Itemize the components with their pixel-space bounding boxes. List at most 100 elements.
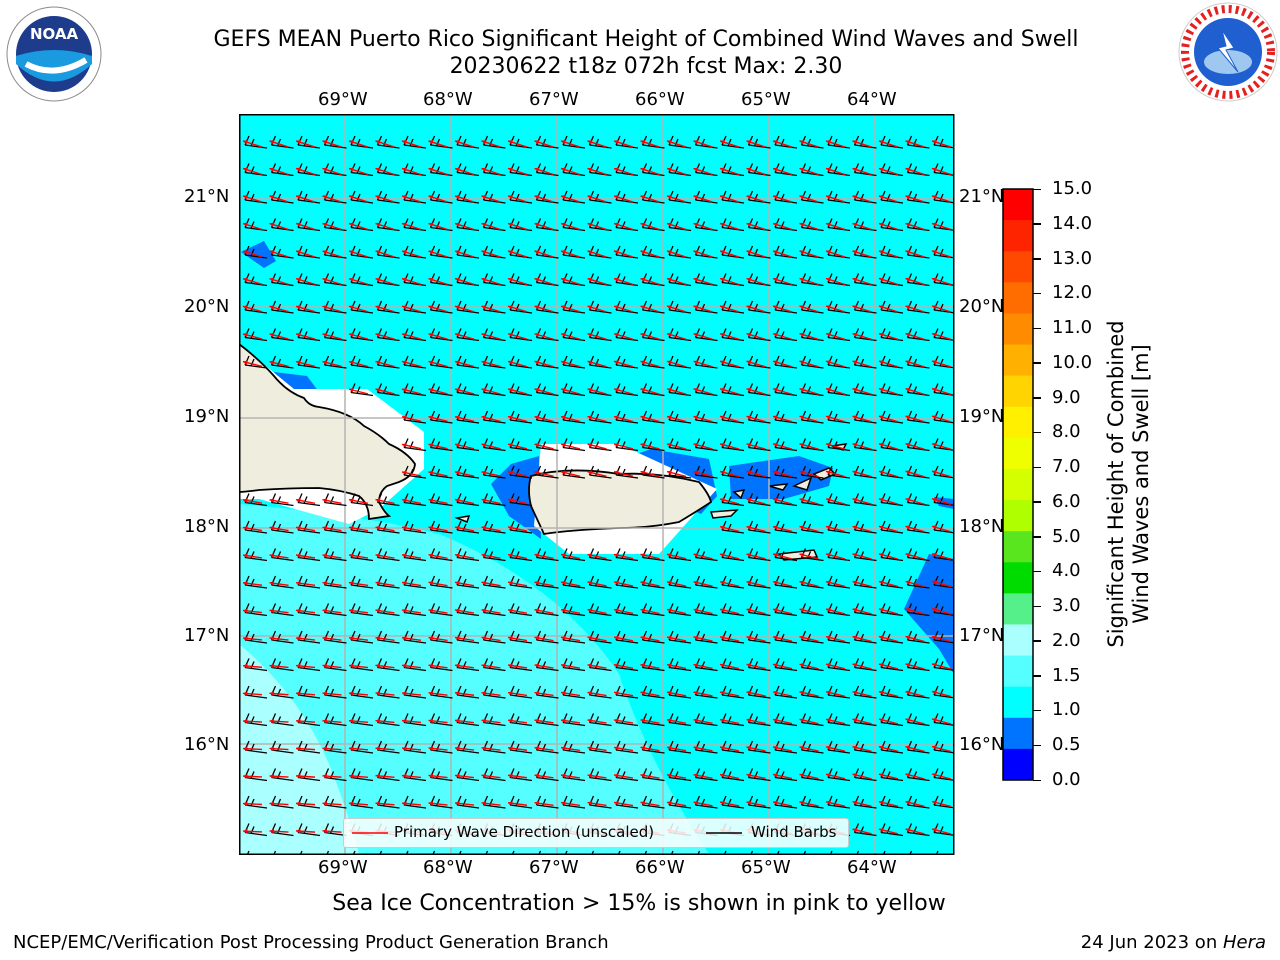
vector-glyph — [693, 603, 718, 617]
vector-glyph — [693, 548, 718, 562]
vector-glyph — [693, 685, 718, 699]
vector-glyph — [507, 300, 533, 314]
vector-glyph — [772, 135, 798, 149]
lat-label-right: 17°N — [959, 625, 1005, 646]
vector-glyph — [454, 465, 480, 479]
vector-glyph — [534, 190, 559, 204]
vector-glyph — [852, 575, 877, 589]
vector-glyph — [587, 218, 612, 232]
vector-glyph — [564, 850, 572, 854]
vector-glyph — [322, 795, 347, 809]
vector-glyph — [772, 658, 798, 672]
vector-glyph — [534, 548, 559, 562]
vector-glyph — [428, 795, 453, 809]
colorbar-segment — [1003, 562, 1033, 594]
vector-glyph — [348, 383, 374, 397]
vector-glyph — [852, 493, 877, 507]
vector-glyph — [613, 548, 639, 562]
vector-glyph — [428, 135, 453, 149]
vector-glyph — [666, 768, 692, 782]
footer-date: 24 Jun 2023 on Hera — [1081, 933, 1266, 953]
colorbar-tick-mark — [1033, 605, 1041, 608]
vector-glyph — [507, 685, 533, 699]
vector-glyph — [481, 685, 506, 699]
vector-glyph — [587, 795, 612, 809]
vector-glyph — [507, 245, 533, 259]
vector-glyph — [905, 465, 930, 479]
vector-glyph — [666, 163, 692, 177]
vector-glyph — [640, 218, 665, 232]
vector-glyph — [375, 383, 400, 397]
vector-glyph — [428, 740, 453, 754]
vector-glyph — [587, 135, 612, 149]
vector-glyph — [799, 768, 824, 782]
vector-glyph — [878, 410, 904, 424]
vector-glyph — [458, 850, 466, 854]
vector-glyph — [931, 520, 954, 534]
vector-glyph — [776, 850, 784, 854]
vector-glyph — [242, 575, 268, 589]
vector-glyph — [454, 163, 480, 177]
vector-glyph — [375, 520, 400, 534]
vector-glyph — [269, 245, 294, 259]
vector-glyph — [825, 575, 851, 589]
vector-glyph — [931, 383, 954, 396]
vector-glyph — [295, 163, 321, 177]
vector-glyph — [931, 218, 954, 231]
vector-glyph — [560, 383, 586, 397]
vector-glyph — [587, 548, 612, 562]
vector-glyph — [799, 795, 824, 809]
vector-glyph — [322, 768, 347, 782]
vector-glyph — [295, 218, 321, 232]
vector-glyph — [481, 493, 506, 507]
vector-glyph — [746, 493, 771, 507]
colorbar-tick-mark — [1033, 258, 1041, 260]
vector-glyph — [825, 218, 851, 232]
vector-glyph — [295, 740, 321, 754]
vector-glyph — [825, 410, 851, 424]
vector-glyph — [878, 465, 904, 479]
vector-glyph — [613, 465, 639, 479]
vector-glyph — [295, 768, 321, 782]
lon-label-top: 66°W — [635, 89, 685, 110]
vector-glyph — [693, 438, 718, 452]
vector-glyph — [931, 713, 954, 726]
vector-glyph — [931, 355, 954, 369]
vector-glyph — [401, 355, 427, 369]
vector-glyph — [481, 190, 506, 204]
vector-glyph — [587, 190, 612, 204]
vector-glyph — [799, 658, 824, 672]
vector-glyph — [246, 850, 254, 854]
vector-glyph — [644, 850, 652, 854]
vector-glyph — [852, 823, 877, 837]
vector-glyph — [375, 740, 400, 754]
vector-glyph — [905, 190, 930, 204]
vector-glyph — [719, 190, 745, 204]
vector-glyph — [852, 795, 877, 809]
vector-glyph — [587, 768, 612, 782]
vector-glyph — [746, 328, 771, 342]
vector-glyph — [322, 630, 347, 644]
colorbar-tick-mark — [1033, 675, 1041, 677]
vector-glyph — [799, 245, 824, 259]
vector-glyph — [507, 603, 533, 617]
vector-glyph — [803, 850, 811, 854]
vector-glyph — [269, 493, 294, 507]
vector-glyph — [534, 135, 559, 149]
lat-label-right: 19°N — [959, 406, 1005, 427]
vector-glyph — [799, 493, 824, 507]
vector-glyph — [454, 575, 480, 589]
colorbar-tick-label: 6.0 — [1052, 490, 1081, 512]
colorbar-segment — [1003, 313, 1033, 346]
vector-glyph — [746, 768, 771, 782]
vector-glyph — [829, 850, 837, 854]
vector-glyph — [481, 135, 506, 149]
vector-glyph — [454, 383, 480, 397]
vector-glyph — [242, 328, 268, 342]
vector-glyph — [454, 713, 480, 727]
vector-glyph — [640, 273, 665, 287]
vector-glyph — [852, 630, 877, 644]
vector-glyph — [772, 520, 798, 534]
vector-glyph — [560, 685, 586, 699]
vector-glyph — [905, 575, 930, 589]
